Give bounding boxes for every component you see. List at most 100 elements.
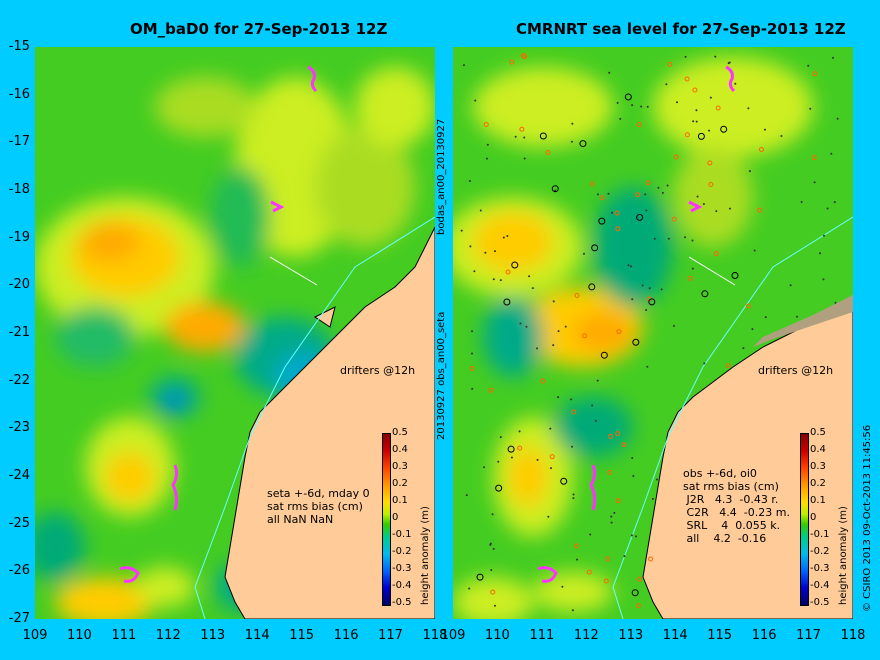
right-map-panel: drifters @12h obs +-6d, oi0 sat rms bias… — [453, 47, 853, 619]
x-tick-label: 113 — [200, 628, 226, 643]
obs-marker — [598, 217, 606, 225]
colorbar-tick-label: -0.2 — [392, 546, 412, 557]
obs-marker — [525, 325, 528, 328]
obs-marker — [561, 585, 564, 588]
obs-marker — [692, 120, 695, 123]
colorbar-tick-label: 0 — [810, 512, 817, 523]
right-sea-level-map — [453, 47, 853, 619]
obs-marker — [634, 535, 637, 538]
obs-marker — [557, 330, 560, 333]
obs-marker — [627, 264, 630, 267]
obs-marker — [703, 362, 706, 365]
obs-marker — [619, 117, 622, 120]
obs-marker — [795, 315, 798, 318]
obs-marker — [549, 427, 552, 430]
obs-marker — [492, 278, 495, 281]
obs-marker — [834, 301, 837, 304]
obs-marker — [479, 209, 482, 212]
obs-marker — [591, 404, 594, 407]
obs-marker — [490, 568, 493, 571]
obs-marker — [631, 589, 639, 597]
obs-marker — [615, 431, 621, 437]
obs-marker — [637, 576, 643, 582]
right-map-title: CMRNRT sea level for 27-Sep-2013 12Z — [516, 20, 846, 38]
obs-marker — [631, 457, 634, 460]
obs-marker — [491, 513, 494, 516]
obs-marker — [603, 578, 609, 584]
obs-marker — [635, 192, 641, 198]
obs-marker — [673, 154, 679, 160]
left-stats-text: seta +-6d, mday 0 sat rms bias (cm) all … — [267, 487, 370, 526]
obs-marker — [465, 494, 468, 497]
obs-marker — [684, 76, 690, 82]
obs-marker — [728, 207, 731, 210]
obs-marker — [665, 83, 668, 86]
obs-marker — [485, 157, 488, 160]
colorbar-tick-label: 0.4 — [392, 444, 408, 455]
obs-marker — [764, 316, 767, 319]
obs-marker — [623, 555, 626, 558]
colorbar-tick-label: -0.5 — [810, 597, 830, 608]
x-tick-label: 117 — [796, 628, 821, 643]
x-tick-label: 115 — [707, 628, 733, 643]
obs-marker — [648, 556, 654, 562]
obs-marker — [672, 324, 675, 327]
obs-marker — [734, 82, 737, 85]
obs-marker — [616, 329, 622, 335]
obs-marker — [519, 322, 522, 325]
obs-marker — [715, 210, 718, 213]
obs-marker — [476, 573, 484, 581]
obs-marker — [742, 347, 745, 350]
y-tick-label: -17 — [8, 134, 30, 150]
y-tick-label: -15 — [8, 39, 30, 54]
y-tick-label: -26 — [8, 563, 30, 579]
obs-marker — [610, 515, 613, 518]
obs-marker — [709, 96, 712, 99]
obs-marker — [549, 467, 552, 470]
obs-marker — [702, 202, 705, 205]
obs-marker — [486, 143, 489, 146]
obs-marker — [471, 330, 474, 333]
obs-marker — [684, 132, 690, 138]
obs-marker — [522, 54, 528, 60]
obs-marker — [616, 101, 619, 104]
obs-marker — [552, 344, 555, 347]
colorbar-tick-label: -0.3 — [392, 563, 412, 574]
left-sea-level-map — [35, 47, 435, 619]
x-tick-label: 114 — [662, 628, 688, 643]
obs-marker — [572, 493, 575, 496]
x-tick-label: 117 — [378, 628, 403, 643]
x-tick-label: 109 — [440, 628, 466, 643]
obs-marker — [655, 478, 658, 481]
obs-marker — [661, 191, 664, 194]
obs-marker — [666, 184, 669, 187]
obs-marker — [653, 237, 656, 240]
obs-marker — [489, 543, 492, 546]
obs-marker — [600, 351, 608, 359]
obs-marker — [812, 71, 818, 77]
obs-marker — [493, 604, 496, 607]
obs-marker — [589, 181, 595, 187]
colorbar-tick-label: 0 — [392, 512, 399, 523]
obs-marker — [468, 180, 471, 183]
obs-marker — [645, 308, 648, 311]
right-colorbar — [800, 433, 809, 606]
obs-marker — [636, 122, 642, 128]
obs-marker — [615, 226, 621, 232]
colorbar-tick-label: 0.1 — [392, 495, 408, 506]
obs-marker — [667, 61, 673, 67]
obs-marker — [632, 338, 640, 346]
obs-marker — [591, 244, 599, 252]
obs-marker — [800, 201, 803, 204]
obs-marker — [551, 185, 559, 193]
obs-marker — [708, 181, 714, 187]
obs-marker — [572, 497, 575, 500]
obs-marker — [552, 300, 555, 303]
obs-marker — [510, 456, 513, 459]
y-tick-label: -20 — [8, 277, 30, 293]
obs-marker — [610, 521, 613, 524]
obs-marker — [547, 515, 550, 518]
obs-marker — [630, 534, 633, 537]
obs-marker — [789, 284, 792, 287]
y-tick-label: -24 — [8, 468, 30, 483]
